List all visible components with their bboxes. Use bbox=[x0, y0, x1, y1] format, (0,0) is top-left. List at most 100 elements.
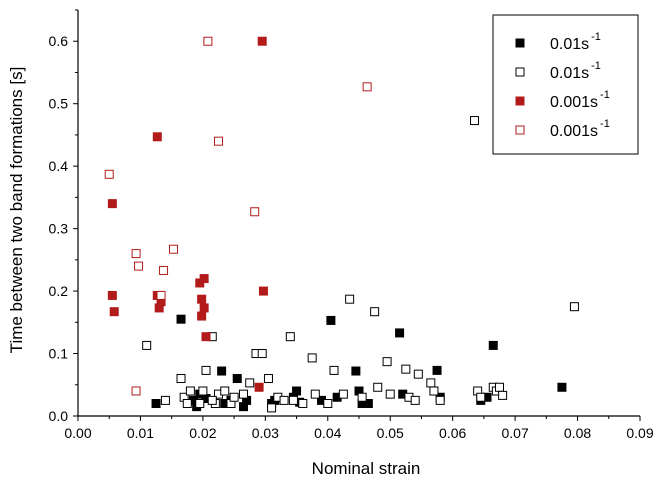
data-point bbox=[429, 386, 439, 396]
data-point bbox=[109, 307, 119, 317]
data-point bbox=[104, 169, 114, 179]
data-point bbox=[245, 378, 255, 388]
data-point bbox=[203, 36, 213, 46]
y-tick-label: 0.3 bbox=[49, 221, 69, 237]
data-point bbox=[345, 294, 355, 304]
data-point bbox=[254, 382, 264, 392]
data-point bbox=[395, 328, 405, 338]
data-point bbox=[426, 378, 436, 388]
data-point bbox=[217, 366, 227, 376]
data-point bbox=[107, 199, 117, 209]
x-tick-label: 0.07 bbox=[501, 425, 528, 441]
data-point bbox=[195, 399, 205, 409]
legend-label: 0.01s bbox=[550, 36, 589, 53]
series-1 bbox=[142, 116, 579, 413]
data-point bbox=[176, 314, 186, 324]
y-tick-label: 0.2 bbox=[49, 283, 69, 299]
data-point bbox=[557, 382, 567, 392]
series-3 bbox=[104, 36, 372, 396]
legend-label: 0.01s bbox=[550, 65, 589, 82]
data-point bbox=[435, 395, 445, 405]
data-point bbox=[197, 294, 207, 304]
data-point bbox=[267, 403, 277, 413]
data-point bbox=[182, 399, 192, 409]
data-point bbox=[176, 374, 186, 384]
legend-marker bbox=[515, 96, 525, 106]
legend-label: 0.001s bbox=[550, 94, 598, 111]
x-tick-label: 0.01 bbox=[127, 425, 154, 441]
data-point bbox=[107, 290, 117, 300]
data-point bbox=[229, 392, 239, 402]
x-axis-title: Nominal strain bbox=[312, 459, 421, 478]
data-point bbox=[338, 389, 348, 399]
data-point bbox=[569, 302, 579, 312]
data-point bbox=[363, 399, 373, 409]
data-point bbox=[476, 392, 486, 402]
y-tick-label: 0.1 bbox=[49, 346, 69, 362]
x-tick-label: 0.05 bbox=[377, 425, 404, 441]
legend-label: 0.001s bbox=[550, 123, 598, 140]
tick-labels: 0.00 0.01 0.02 0.03 0.04 0.05 0.06 0.07 0.08 0.09… bbox=[49, 33, 654, 441]
y-tick-label: 0.0 bbox=[49, 408, 69, 424]
data-point bbox=[199, 274, 209, 284]
data-point bbox=[131, 249, 141, 259]
data-point bbox=[198, 386, 208, 396]
x-tick-label: 0.03 bbox=[252, 425, 279, 441]
data-point bbox=[197, 311, 207, 321]
legend-item: 0.01s -1 bbox=[515, 31, 601, 53]
data-point bbox=[357, 392, 367, 402]
data-point bbox=[134, 261, 144, 271]
data-point bbox=[495, 382, 504, 392]
data-point bbox=[329, 365, 339, 375]
y-axis-title: Time between two band formations [s] bbox=[7, 67, 26, 354]
legend-item: 0.001s -1 bbox=[515, 89, 610, 111]
data-point bbox=[257, 36, 267, 46]
legend-item: 0.001s -1 bbox=[515, 118, 610, 140]
x-tick-label: 0.02 bbox=[189, 425, 216, 441]
data-point bbox=[159, 265, 169, 275]
data-point bbox=[498, 390, 508, 400]
data-point bbox=[401, 364, 411, 374]
legend-label-exponent: -1 bbox=[591, 31, 601, 43]
data-point bbox=[288, 395, 298, 405]
data-point bbox=[362, 82, 372, 92]
data-point bbox=[307, 353, 317, 363]
data-point bbox=[263, 374, 273, 384]
data-point bbox=[488, 340, 498, 350]
data-point bbox=[323, 399, 333, 409]
legend-label-exponent: -1 bbox=[600, 89, 610, 101]
data-point bbox=[131, 386, 141, 396]
data-point bbox=[152, 132, 162, 142]
data-point bbox=[385, 389, 395, 399]
data-point bbox=[257, 349, 267, 359]
data-point bbox=[432, 365, 442, 375]
data-point bbox=[238, 389, 248, 399]
data-point bbox=[470, 116, 480, 126]
data-point bbox=[232, 374, 242, 384]
data-point bbox=[413, 369, 423, 379]
data-point bbox=[382, 357, 392, 367]
data-point bbox=[201, 332, 211, 342]
legend-marker bbox=[515, 67, 525, 77]
legend-label-exponent: -1 bbox=[600, 118, 610, 130]
legend-marker bbox=[515, 38, 525, 48]
data-point bbox=[279, 395, 289, 405]
data-point bbox=[310, 389, 320, 399]
legend: 0.01s -10.01s -10.001s -10.001s -1 bbox=[492, 14, 639, 155]
data-point bbox=[214, 136, 223, 146]
data-point bbox=[292, 386, 302, 396]
legend-label-exponent: -1 bbox=[591, 60, 601, 72]
data-point bbox=[169, 244, 179, 254]
legend-item: 0.01s -1 bbox=[515, 60, 601, 82]
y-tick-label: 0.6 bbox=[49, 33, 69, 49]
data-point bbox=[326, 315, 336, 325]
data-point bbox=[373, 382, 383, 392]
data-point bbox=[185, 386, 195, 396]
data-point bbox=[351, 366, 361, 376]
axes bbox=[73, 9, 641, 421]
data-point bbox=[298, 399, 308, 409]
x-tick-label: 0.09 bbox=[626, 425, 653, 441]
data-point bbox=[199, 303, 209, 313]
y-tick-label: 0.4 bbox=[49, 158, 69, 174]
